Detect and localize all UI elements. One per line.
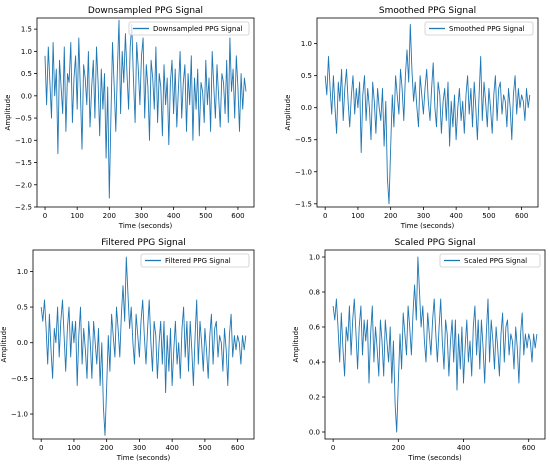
chart-title: Scaled PPG Signal (394, 238, 475, 248)
y-tick-label: 0.5 (17, 304, 28, 312)
x-axis-label: Time (seconds) (400, 222, 455, 230)
y-tick-label: 0.5 (301, 72, 312, 80)
x-tick-label: 100 (67, 444, 80, 452)
x-tick-label: 400 (165, 444, 178, 452)
x-tick-label: 500 (482, 212, 495, 220)
x-tick-label: 400 (167, 212, 180, 220)
y-tick-label: 0.4 (309, 359, 321, 367)
legend-box (140, 253, 250, 268)
legend-box (128, 21, 250, 36)
x-tick-label: 600 (231, 444, 244, 452)
x-tick-label: 600 (231, 212, 244, 220)
series-line (324, 23, 531, 205)
legend: Smoothed PPG Signal (424, 21, 534, 36)
x-tick-label: 0 (331, 444, 335, 452)
y-axis-label: Amplitude (4, 95, 12, 131)
y-tick-label: 0.0 (301, 104, 312, 112)
x-tick-label: 200 (384, 212, 397, 220)
subplot-1: Downsampled PPG Signal 0 100 200 300 400 500 60… (4, 6, 255, 230)
y-tick-label: −2.0 (15, 181, 32, 189)
x-tick-label: 200 (392, 444, 405, 452)
legend-label: Downsampled PPG Signal (153, 25, 243, 33)
subplot-4: Scaled PPG Signal 0 200 400 600 0.0 0.2 0.4 0.6 0… (292, 238, 546, 462)
chart-title: Smoothed PPG Signal (379, 6, 476, 16)
y-tick-label: 1.0 (301, 40, 312, 48)
y-tick-label: −0.5 (295, 136, 312, 144)
legend: Filtered PPG Signal (140, 253, 250, 268)
y-tick-label: 0.8 (309, 289, 320, 297)
legend-label: Filtered PPG Signal (165, 257, 231, 265)
y-tick-label: 1.0 (21, 48, 32, 56)
y-axis-label: Amplitude (292, 327, 300, 363)
chart-title: Downsampled PPG Signal (88, 6, 203, 16)
y-tick-label: 1.0 (309, 254, 320, 262)
legend-label: Scaled PPG Signal (464, 257, 527, 265)
x-tick-label: 400 (457, 444, 470, 452)
x-tick-label: 300 (417, 212, 430, 220)
legend: Downsampled PPG Signal (128, 21, 250, 36)
axes-frame (316, 17, 539, 208)
y-tick-label: 0.6 (309, 324, 321, 332)
chart-title: Filtered PPG Signal (101, 238, 186, 248)
x-tick-label: 600 (515, 212, 528, 220)
y-tick-label: −1.0 (15, 137, 32, 145)
y-tick-label: 0.5 (21, 70, 32, 78)
x-tick-label: 300 (135, 212, 148, 220)
legend-label: Smoothed PPG Signal (449, 25, 525, 33)
y-tick-label: 0.0 (21, 92, 32, 100)
y-tick-label: 0.0 (17, 339, 28, 347)
x-tick-label: 100 (70, 212, 83, 220)
axes-frame (32, 249, 255, 440)
x-tick-label: 100 (351, 212, 364, 220)
x-tick-label: 300 (133, 444, 146, 452)
x-tick-label: 0 (323, 212, 327, 220)
series-line (44, 19, 247, 199)
x-tick-label: 600 (522, 444, 535, 452)
y-tick-label: −0.5 (11, 375, 28, 383)
y-tick-label: −1.0 (11, 411, 28, 419)
x-tick-label: 0 (43, 212, 47, 220)
x-tick-label: 200 (103, 212, 116, 220)
y-tick-label: 1.0 (17, 268, 28, 276)
y-tick-label: 0.2 (309, 394, 320, 402)
series-line (332, 256, 538, 433)
x-tick-label: 500 (199, 212, 212, 220)
y-tick-label: −1.5 (15, 159, 32, 167)
x-axis-label: Time (seconds) (407, 454, 462, 462)
y-tick-label: −1.5 (295, 200, 312, 208)
x-tick-label: 200 (100, 444, 113, 452)
y-axis-label: Amplitude (0, 327, 8, 363)
y-tick-label: −2.5 (15, 204, 32, 212)
axes-frame (324, 249, 546, 440)
y-axis-label: Amplitude (284, 95, 292, 131)
subplot-2: Smoothed PPG Signal 0 100 200 300 400 500 600 −1… (284, 6, 539, 230)
x-axis-label: Time (seconds) (118, 222, 173, 230)
legend-box (439, 253, 541, 268)
series-line (40, 256, 247, 436)
x-axis-label: Time (seconds) (116, 454, 171, 462)
legend: Scaled PPG Signal (439, 253, 541, 268)
y-tick-label: 0.0 (309, 429, 320, 437)
axes-frame (36, 17, 255, 208)
y-tick-label: 1.5 (21, 26, 32, 34)
x-tick-label: 0 (39, 444, 43, 452)
y-tick-label: −1.0 (295, 168, 312, 176)
subplot-3: Filtered PPG Signal 0 100 200 300 400 500 600 −1… (0, 238, 255, 462)
x-tick-label: 400 (449, 212, 462, 220)
legend-box (424, 21, 534, 36)
y-tick-label: −0.5 (15, 115, 32, 123)
x-tick-label: 500 (198, 444, 211, 452)
